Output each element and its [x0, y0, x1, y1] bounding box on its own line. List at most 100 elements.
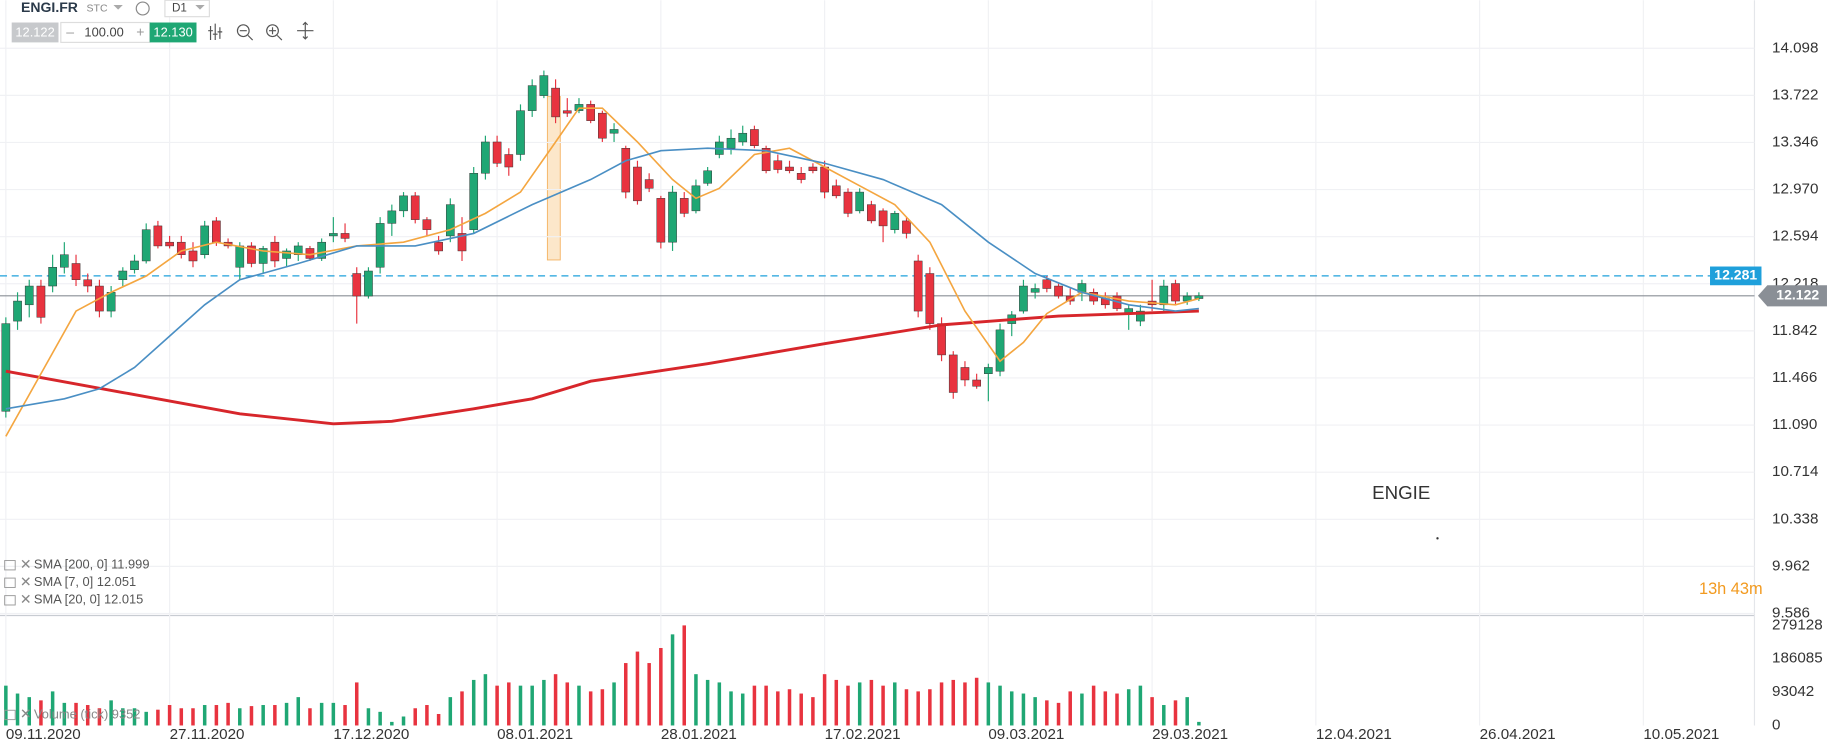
volume-bar: [577, 685, 581, 726]
candle-body: [843, 191, 853, 214]
candle-body: [165, 241, 174, 247]
zoom-in-icon[interactable]: [266, 24, 279, 38]
candle-body: [609, 129, 619, 134]
dropdown-arrow[interactable]: [113, 4, 123, 10]
instrument-kind: STC: [87, 2, 108, 14]
x-tick-label: 10.05.2021: [1643, 726, 1719, 743]
trade-volume[interactable]: 100.00: [84, 24, 123, 39]
candle-body: [527, 85, 537, 111]
volume-bar: [448, 697, 453, 726]
candle-body: [188, 250, 198, 262]
volume-bar: [998, 685, 1002, 726]
candle-body: [258, 248, 268, 264]
volume-bar: [799, 693, 803, 726]
volume-bar: [249, 706, 254, 726]
dot: [1436, 537, 1439, 540]
volume-bar: [4, 685, 8, 726]
volume-bar: [1103, 691, 1108, 726]
volume-bar: [857, 682, 862, 726]
y-tick-label: 13.722: [1772, 86, 1818, 103]
candle-body: [656, 198, 666, 243]
legend-icon: [4, 595, 16, 606]
volume-bar: [202, 705, 207, 726]
ask-price[interactable]: 12.130: [153, 24, 192, 39]
volume-bar: [752, 685, 757, 726]
volume-bar: [378, 711, 382, 726]
candle-body: [1042, 279, 1052, 289]
y2-tick-label: 279128: [1772, 616, 1823, 633]
volume-bar: [62, 702, 67, 726]
pan-icon[interactable]: [297, 21, 314, 40]
volume-bar: [729, 691, 733, 726]
candle-body: [902, 220, 911, 234]
candle-body: [504, 154, 514, 168]
volume-bar: [1068, 691, 1072, 726]
volume-bar: [717, 682, 722, 726]
timeframe[interactable]: D1: [172, 2, 187, 15]
bid-price[interactable]: 12.122: [15, 24, 54, 39]
candle-body: [83, 279, 93, 287]
candle-body: [445, 204, 455, 237]
volume-bar: [659, 647, 663, 726]
symbol[interactable]: ENGI.FR: [21, 0, 78, 15]
volume-bar: [635, 651, 640, 726]
candle-body: [176, 241, 186, 255]
candle-body: [1159, 285, 1169, 306]
volume-bar: [401, 716, 406, 726]
y-tick-label: 12.970: [1772, 181, 1818, 198]
x-tick-label: 26.04.2021: [1480, 726, 1556, 743]
candle-body: [71, 263, 81, 280]
volume-bar: [705, 679, 710, 726]
volume-bar: [191, 708, 195, 726]
volume-bar: [483, 674, 488, 726]
timeframe-box[interactable]: [164, 0, 210, 18]
volume-bar: [27, 697, 31, 726]
plus[interactable]: +: [136, 24, 144, 40]
volume-box[interactable]: [60, 21, 151, 43]
buy-button[interactable]: [149, 22, 197, 43]
dropdown-arrow[interactable]: [195, 4, 205, 10]
legend-entry: SMA [200, 0] 11.999: [34, 557, 150, 572]
y-tick-label: 10.714: [1772, 463, 1818, 480]
volume-bar: [15, 693, 20, 726]
y-tick-label: 11.090: [1772, 416, 1817, 433]
volume-bar: [495, 685, 499, 726]
header: ENGI.FR STC D1 12.122 – 100.00 + 12.130: [11, 0, 314, 43]
candle-body: [925, 273, 935, 324]
candle-body: [621, 147, 631, 193]
volume-bar: [1162, 705, 1166, 726]
candle-body: [937, 323, 946, 356]
volume-bar: [1185, 697, 1189, 726]
volume-bar: [413, 708, 417, 726]
candle-body: [726, 137, 736, 149]
zoom-out-icon[interactable]: [236, 24, 250, 38]
watermark: ENGIE: [1372, 482, 1430, 503]
volume-bar: [787, 689, 792, 726]
volume-bar: [425, 705, 429, 726]
candle-body: [1054, 285, 1063, 297]
x-tick-label: 17.12.2020: [333, 726, 409, 743]
volume-bar: [740, 693, 745, 726]
volume-bar: [238, 708, 242, 726]
candle-body: [130, 260, 139, 270]
candle-body: [796, 173, 806, 180]
candle-body: [24, 285, 34, 306]
volume-bar: [366, 708, 371, 726]
candle-body: [399, 195, 408, 212]
minus[interactable]: –: [66, 24, 74, 40]
candle-body: [141, 229, 151, 262]
volume-bar: [354, 682, 359, 726]
indicator-line: [5, 147, 1199, 410]
candle-body: [913, 260, 923, 312]
candle-body: [972, 379, 981, 387]
volume-bar: [507, 682, 511, 726]
sell-button[interactable]: [11, 22, 59, 43]
chart-type-icon[interactable]: [208, 23, 223, 41]
candle-body: [422, 219, 432, 230]
candle-body: [247, 245, 256, 264]
y-tick-label: 9.962: [1772, 557, 1810, 574]
info-icon[interactable]: [135, 1, 150, 16]
volume-bar: [319, 702, 324, 726]
x-tick-label: 17.02.2021: [825, 726, 901, 743]
